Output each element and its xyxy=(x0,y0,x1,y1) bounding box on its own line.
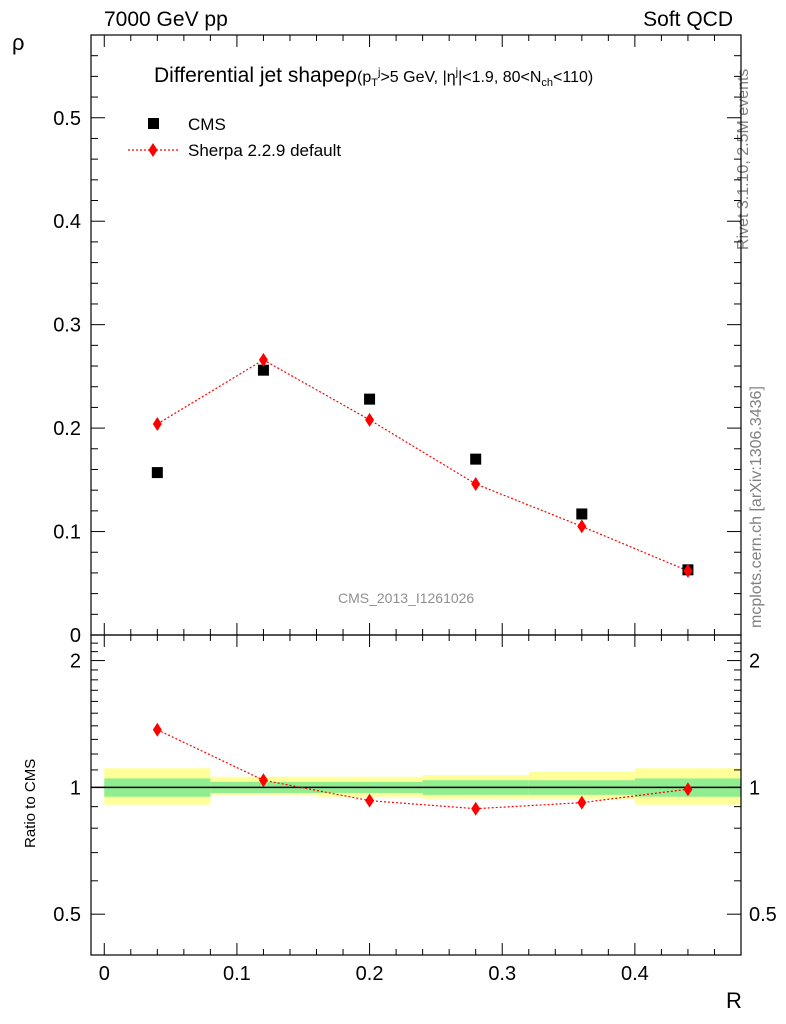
x-tick-label: 0.2 xyxy=(356,963,384,985)
x-axis-label: R xyxy=(726,988,742,1013)
chart-title: Differential jet shapeρ(pTj>5 GeV, |ηj|<… xyxy=(154,64,593,89)
x-tick-label: 0 xyxy=(99,963,110,985)
cms-data-point xyxy=(364,393,376,405)
ratio-sherpa-point xyxy=(471,801,481,816)
title-part: j xyxy=(377,66,381,79)
cms-data-point xyxy=(470,453,482,465)
legend-sherpa-marker xyxy=(148,143,158,157)
title-part: |<1.9, 80<N xyxy=(458,69,542,86)
title-part: T xyxy=(371,77,378,90)
title-part: j xyxy=(455,66,459,79)
ratio-sherpa-point xyxy=(683,782,693,797)
x-tick-label: 0.1 xyxy=(223,963,251,985)
title-part: ch xyxy=(541,77,554,90)
cms-data-point xyxy=(151,467,163,479)
ratio-tick-label-left: 0.5 xyxy=(53,904,81,926)
header-left-label: 7000 GeV pp xyxy=(104,8,228,31)
x-tick-label: 0.3 xyxy=(488,963,516,985)
legend-cms-label: CMS xyxy=(188,115,226,134)
ratio-tick-label-right: 2 xyxy=(749,651,760,673)
x-tick-label: 0.4 xyxy=(621,963,649,985)
y-tick-label: 0.5 xyxy=(53,108,81,130)
ratio-tick-label-left: 1 xyxy=(70,777,81,799)
ratio-plot-frame xyxy=(90,634,742,956)
ratio-tick-label-left: 2 xyxy=(70,651,81,673)
y-tick-label: 0 xyxy=(70,625,81,647)
ratio-sherpa-line xyxy=(157,729,689,810)
ratio-tick-label-right: 0.5 xyxy=(749,904,777,926)
cms-data-point xyxy=(257,364,269,376)
title-part: (p xyxy=(357,69,372,86)
legend-cms-marker xyxy=(148,118,159,129)
y-tick-label: 0.4 xyxy=(53,211,81,233)
y-axis-label: ρ xyxy=(12,30,25,55)
sherpa-data-point xyxy=(577,519,587,534)
chart-title-main: Differential jet shapeρ xyxy=(154,64,358,87)
sherpa-data-point xyxy=(471,476,481,491)
ratio-sherpa-point xyxy=(365,793,375,808)
ratio-sherpa-point xyxy=(577,795,587,810)
sherpa-data-point xyxy=(683,563,693,578)
ratio-sherpa-point xyxy=(152,722,162,737)
y-tick-label: 0.3 xyxy=(53,315,81,337)
title-part: >5 GeV, |η xyxy=(380,69,456,86)
y-tick-label: 0.2 xyxy=(53,418,81,440)
ratio-sherpa-point xyxy=(258,773,268,788)
title-part: <110) xyxy=(553,69,594,86)
sherpa-data-point xyxy=(258,352,268,367)
legend-sherpa-label: Sherpa 2.2.9 default xyxy=(188,141,341,160)
analysis-watermark: CMS_2013_I1261026 xyxy=(338,590,475,606)
ratio-tick-label-right: 1 xyxy=(749,777,760,799)
header-right-label: Soft QCD xyxy=(643,8,733,31)
sherpa-data-point xyxy=(365,412,375,427)
y-tick-label: 0.1 xyxy=(53,522,81,544)
cms-data-point xyxy=(576,508,588,520)
sherpa-line xyxy=(157,359,689,572)
sherpa-data-point xyxy=(152,416,162,431)
